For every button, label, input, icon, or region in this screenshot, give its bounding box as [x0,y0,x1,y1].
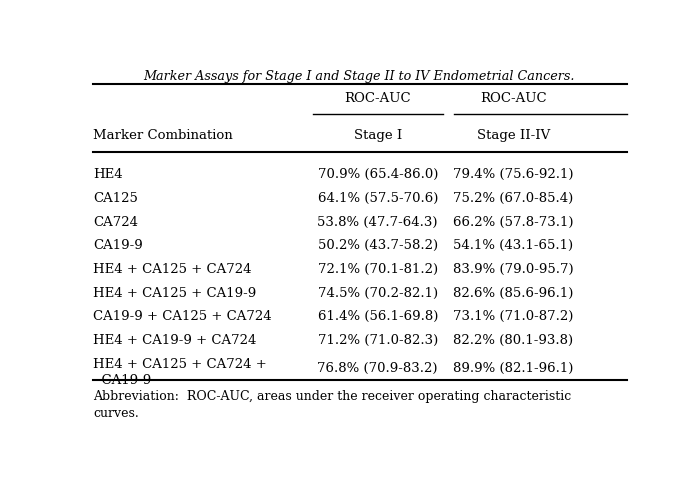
Text: 72.1% (70.1-81.2): 72.1% (70.1-81.2) [318,263,438,276]
Text: ROC-AUC: ROC-AUC [480,92,547,105]
Text: 73.1% (71.0-87.2): 73.1% (71.0-87.2) [453,310,573,323]
Text: ROC-AUC: ROC-AUC [344,92,411,105]
Text: 74.5% (70.2-82.1): 74.5% (70.2-82.1) [318,287,438,300]
Text: 66.2% (57.8-73.1): 66.2% (57.8-73.1) [453,216,573,229]
Text: Stage II-IV: Stage II-IV [477,129,550,142]
Text: Marker Combination: Marker Combination [93,129,232,142]
Text: HE4: HE4 [93,168,122,182]
Text: 70.9% (65.4-86.0): 70.9% (65.4-86.0) [318,168,438,182]
Text: CA724: CA724 [93,216,138,229]
Text: 83.9% (79.0-95.7): 83.9% (79.0-95.7) [453,263,574,276]
Text: 61.4% (56.1-69.8): 61.4% (56.1-69.8) [318,310,438,323]
Text: 53.8% (47.7-64.3): 53.8% (47.7-64.3) [318,216,438,229]
Text: 75.2% (67.0-85.4): 75.2% (67.0-85.4) [453,192,573,205]
Text: HE4 + CA125 + CA724: HE4 + CA125 + CA724 [93,263,251,276]
Text: Stage I: Stage I [354,129,402,142]
Text: 64.1% (57.5-70.6): 64.1% (57.5-70.6) [318,192,438,205]
Text: 82.6% (85.6-96.1): 82.6% (85.6-96.1) [453,287,573,300]
Text: HE4 + CA19-9 + CA724: HE4 + CA19-9 + CA724 [93,334,256,347]
Text: CA19-9 + CA125 + CA724: CA19-9 + CA125 + CA724 [93,310,272,323]
Text: 71.2% (71.0-82.3): 71.2% (71.0-82.3) [318,334,438,347]
Text: CA125: CA125 [93,192,138,205]
Text: CA19-9: CA19-9 [93,240,143,252]
Text: Abbreviation:  ROC-AUC, areas under the receiver operating characteristic
curves: Abbreviation: ROC-AUC, areas under the r… [93,390,571,421]
Text: 50.2% (43.7-58.2): 50.2% (43.7-58.2) [318,240,438,252]
Text: 82.2% (80.1-93.8): 82.2% (80.1-93.8) [454,334,573,347]
Text: HE4 + CA125 + CA19-9: HE4 + CA125 + CA19-9 [93,287,256,300]
Text: 79.4% (75.6-92.1): 79.4% (75.6-92.1) [453,168,573,182]
Text: HE4 + CA125 + CA724 +
  CA19-9: HE4 + CA125 + CA724 + CA19-9 [93,358,267,387]
Text: 76.8% (70.9-83.2): 76.8% (70.9-83.2) [318,363,438,375]
Text: 54.1% (43.1-65.1): 54.1% (43.1-65.1) [454,240,573,252]
Text: 89.9% (82.1-96.1): 89.9% (82.1-96.1) [453,363,573,375]
Text: Marker Assays for Stage I and Stage II to IV Endometrial Cancers.: Marker Assays for Stage I and Stage II t… [143,70,575,83]
